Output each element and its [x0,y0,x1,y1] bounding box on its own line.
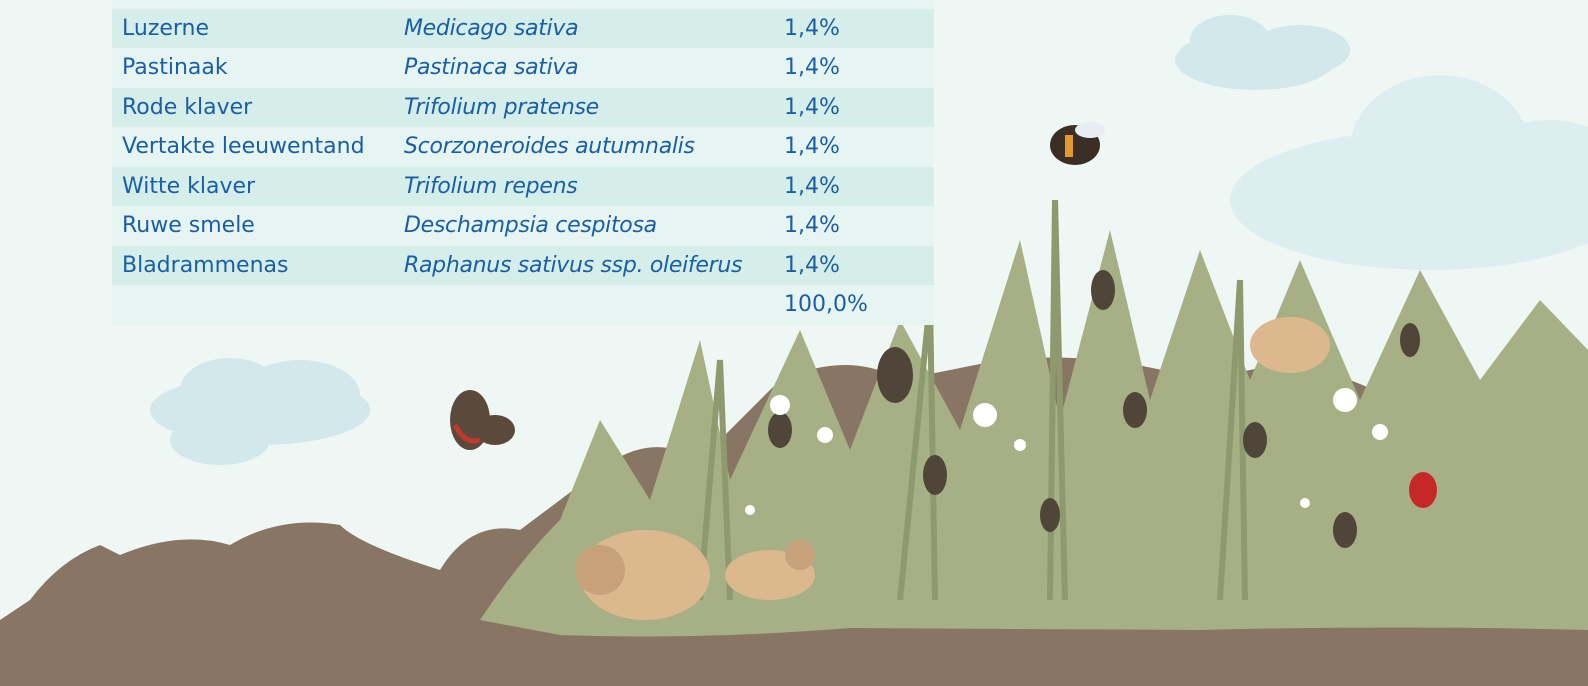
common-name: Luzerne [112,16,404,41]
share: 1,4% [784,16,934,41]
share: 1,4% [784,253,934,278]
table-row-partial [112,0,934,9]
total: 100,0% [784,292,934,317]
share: 1,4% [784,95,934,120]
common-name: Pastinaak [112,55,404,80]
cloud-large [1230,75,1588,270]
common-name: Witte klaver [112,174,404,199]
share: 1,4% [784,55,934,80]
latin-name: Medicago sativa [404,16,784,41]
common-name: Vertakte leeuwentand [112,134,404,159]
butterfly [450,390,515,450]
latin-name: Scorzoneroides autumnalis [404,134,784,159]
latin-name: Raphanus sativus ssp. oleiferus [404,253,784,278]
share: 1,4% [784,134,934,159]
share: 1,4% [784,213,934,238]
common-name: Rode klaver [112,95,404,120]
latin-name: Trifolium pratense [404,95,784,120]
latin-name: Trifolium repens [404,174,784,199]
latin-name: Pastinaca sativa [404,55,784,80]
common-name: Bladrammenas [112,253,404,278]
share: 1,4% [784,174,934,199]
latin-name: Deschampsia cespitosa [404,213,784,238]
page: LuzerneMedicago sativa1,4%PastinaakPasti… [0,0,1588,686]
ladybug [1409,472,1437,508]
common-name: Ruwe smele [112,213,404,238]
bumblebee [1050,122,1105,165]
total-row: 100,0% [112,285,934,325]
